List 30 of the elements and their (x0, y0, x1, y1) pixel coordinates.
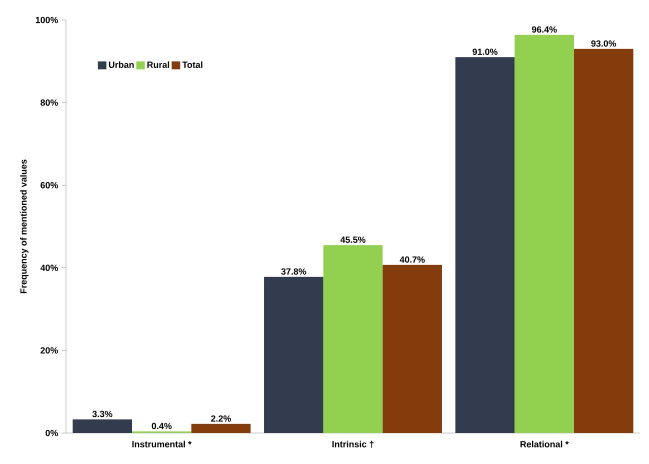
legend-label: Urban (108, 61, 134, 68)
data-label: 45.5% (340, 236, 366, 243)
y-tick-label: 60% (40, 182, 58, 188)
bar (191, 424, 251, 433)
y-tick-label: 80% (40, 99, 58, 106)
data-label: 91.0% (472, 48, 498, 55)
data-label: 3.3% (92, 410, 112, 418)
bar (264, 276, 324, 433)
x-tick-label: Intrinsic † (332, 440, 374, 448)
data-label: 40.7% (400, 256, 425, 263)
bar (514, 34, 574, 433)
data-label: 37.8% (281, 268, 306, 275)
y-tick-label: 0% (46, 430, 58, 436)
legend-label: Rural (147, 61, 170, 68)
legend-label: Total (182, 61, 202, 68)
x-tick-label: Relational * (520, 440, 569, 448)
data-label: 0.4% (152, 422, 172, 430)
data-label: 93.0% (591, 40, 616, 47)
y-axis-title: Frequency of mentioned values (20, 160, 28, 294)
bar (72, 419, 132, 433)
bar (574, 48, 634, 433)
x-tick-label: Instrumental * (132, 440, 192, 448)
y-tick-label: 40% (40, 264, 58, 271)
bar (382, 264, 442, 433)
data-label: 96.4% (532, 26, 557, 33)
data-label: 2.2% (211, 415, 231, 422)
bar (323, 245, 383, 433)
y-tick-label: 100% (36, 16, 58, 24)
y-tick-label: 20% (40, 347, 58, 354)
bar (455, 57, 515, 433)
